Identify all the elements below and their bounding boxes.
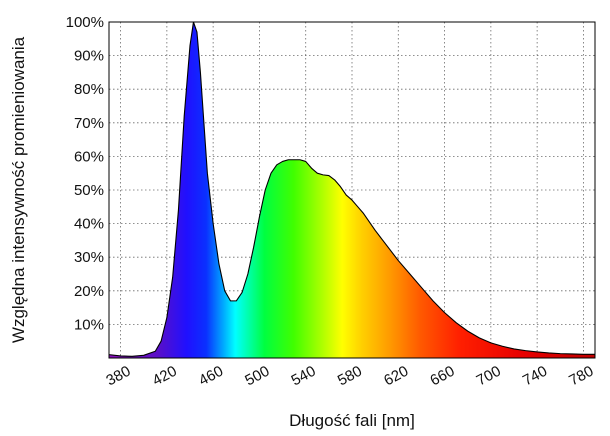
y-tick-label: 40%	[74, 216, 104, 233]
x-tick-label: 780	[566, 363, 596, 390]
x-tick-label: 620	[381, 363, 411, 390]
y-tick-label: 30%	[74, 249, 104, 266]
x-tick-label: 460	[196, 363, 226, 390]
y-tick-label: 10%	[74, 316, 104, 333]
plot-frame	[108, 21, 596, 359]
x-tick-label: 660	[427, 363, 457, 390]
x-tick-label: 700	[474, 363, 504, 390]
x-axis-title: Długość fali [nm]	[289, 411, 415, 430]
y-tick-label: 70%	[74, 115, 104, 132]
spectrum-area	[108, 21, 595, 358]
spectrum-line	[108, 21, 595, 357]
x-axis-ticks: 380 420 460 500 540 580 620 660 700 740 780	[103, 363, 596, 390]
x-tick-label: 580	[335, 363, 365, 390]
y-tick-label: 60%	[74, 148, 104, 165]
y-axis-ticks: 10% 20% 30% 40% 50% 60% 70% 80% 90% 100%	[66, 14, 104, 333]
x-tick-label: 540	[289, 363, 319, 390]
x-tick-label: 740	[520, 363, 550, 390]
y-tick-label: 90%	[74, 48, 104, 65]
y-tick-label: 80%	[74, 81, 104, 98]
x-tick-label: 500	[242, 363, 272, 390]
x-tick-label: 380	[103, 363, 133, 390]
y-tick-label: 50%	[74, 182, 104, 199]
y-axis-title: Względna intensywność promieniowania	[9, 36, 28, 343]
x-tick-label: 420	[150, 363, 180, 390]
y-tick-label: 20%	[74, 283, 104, 300]
y-tick-label: 100%	[66, 14, 104, 31]
spectrum-fill	[109, 22, 595, 358]
